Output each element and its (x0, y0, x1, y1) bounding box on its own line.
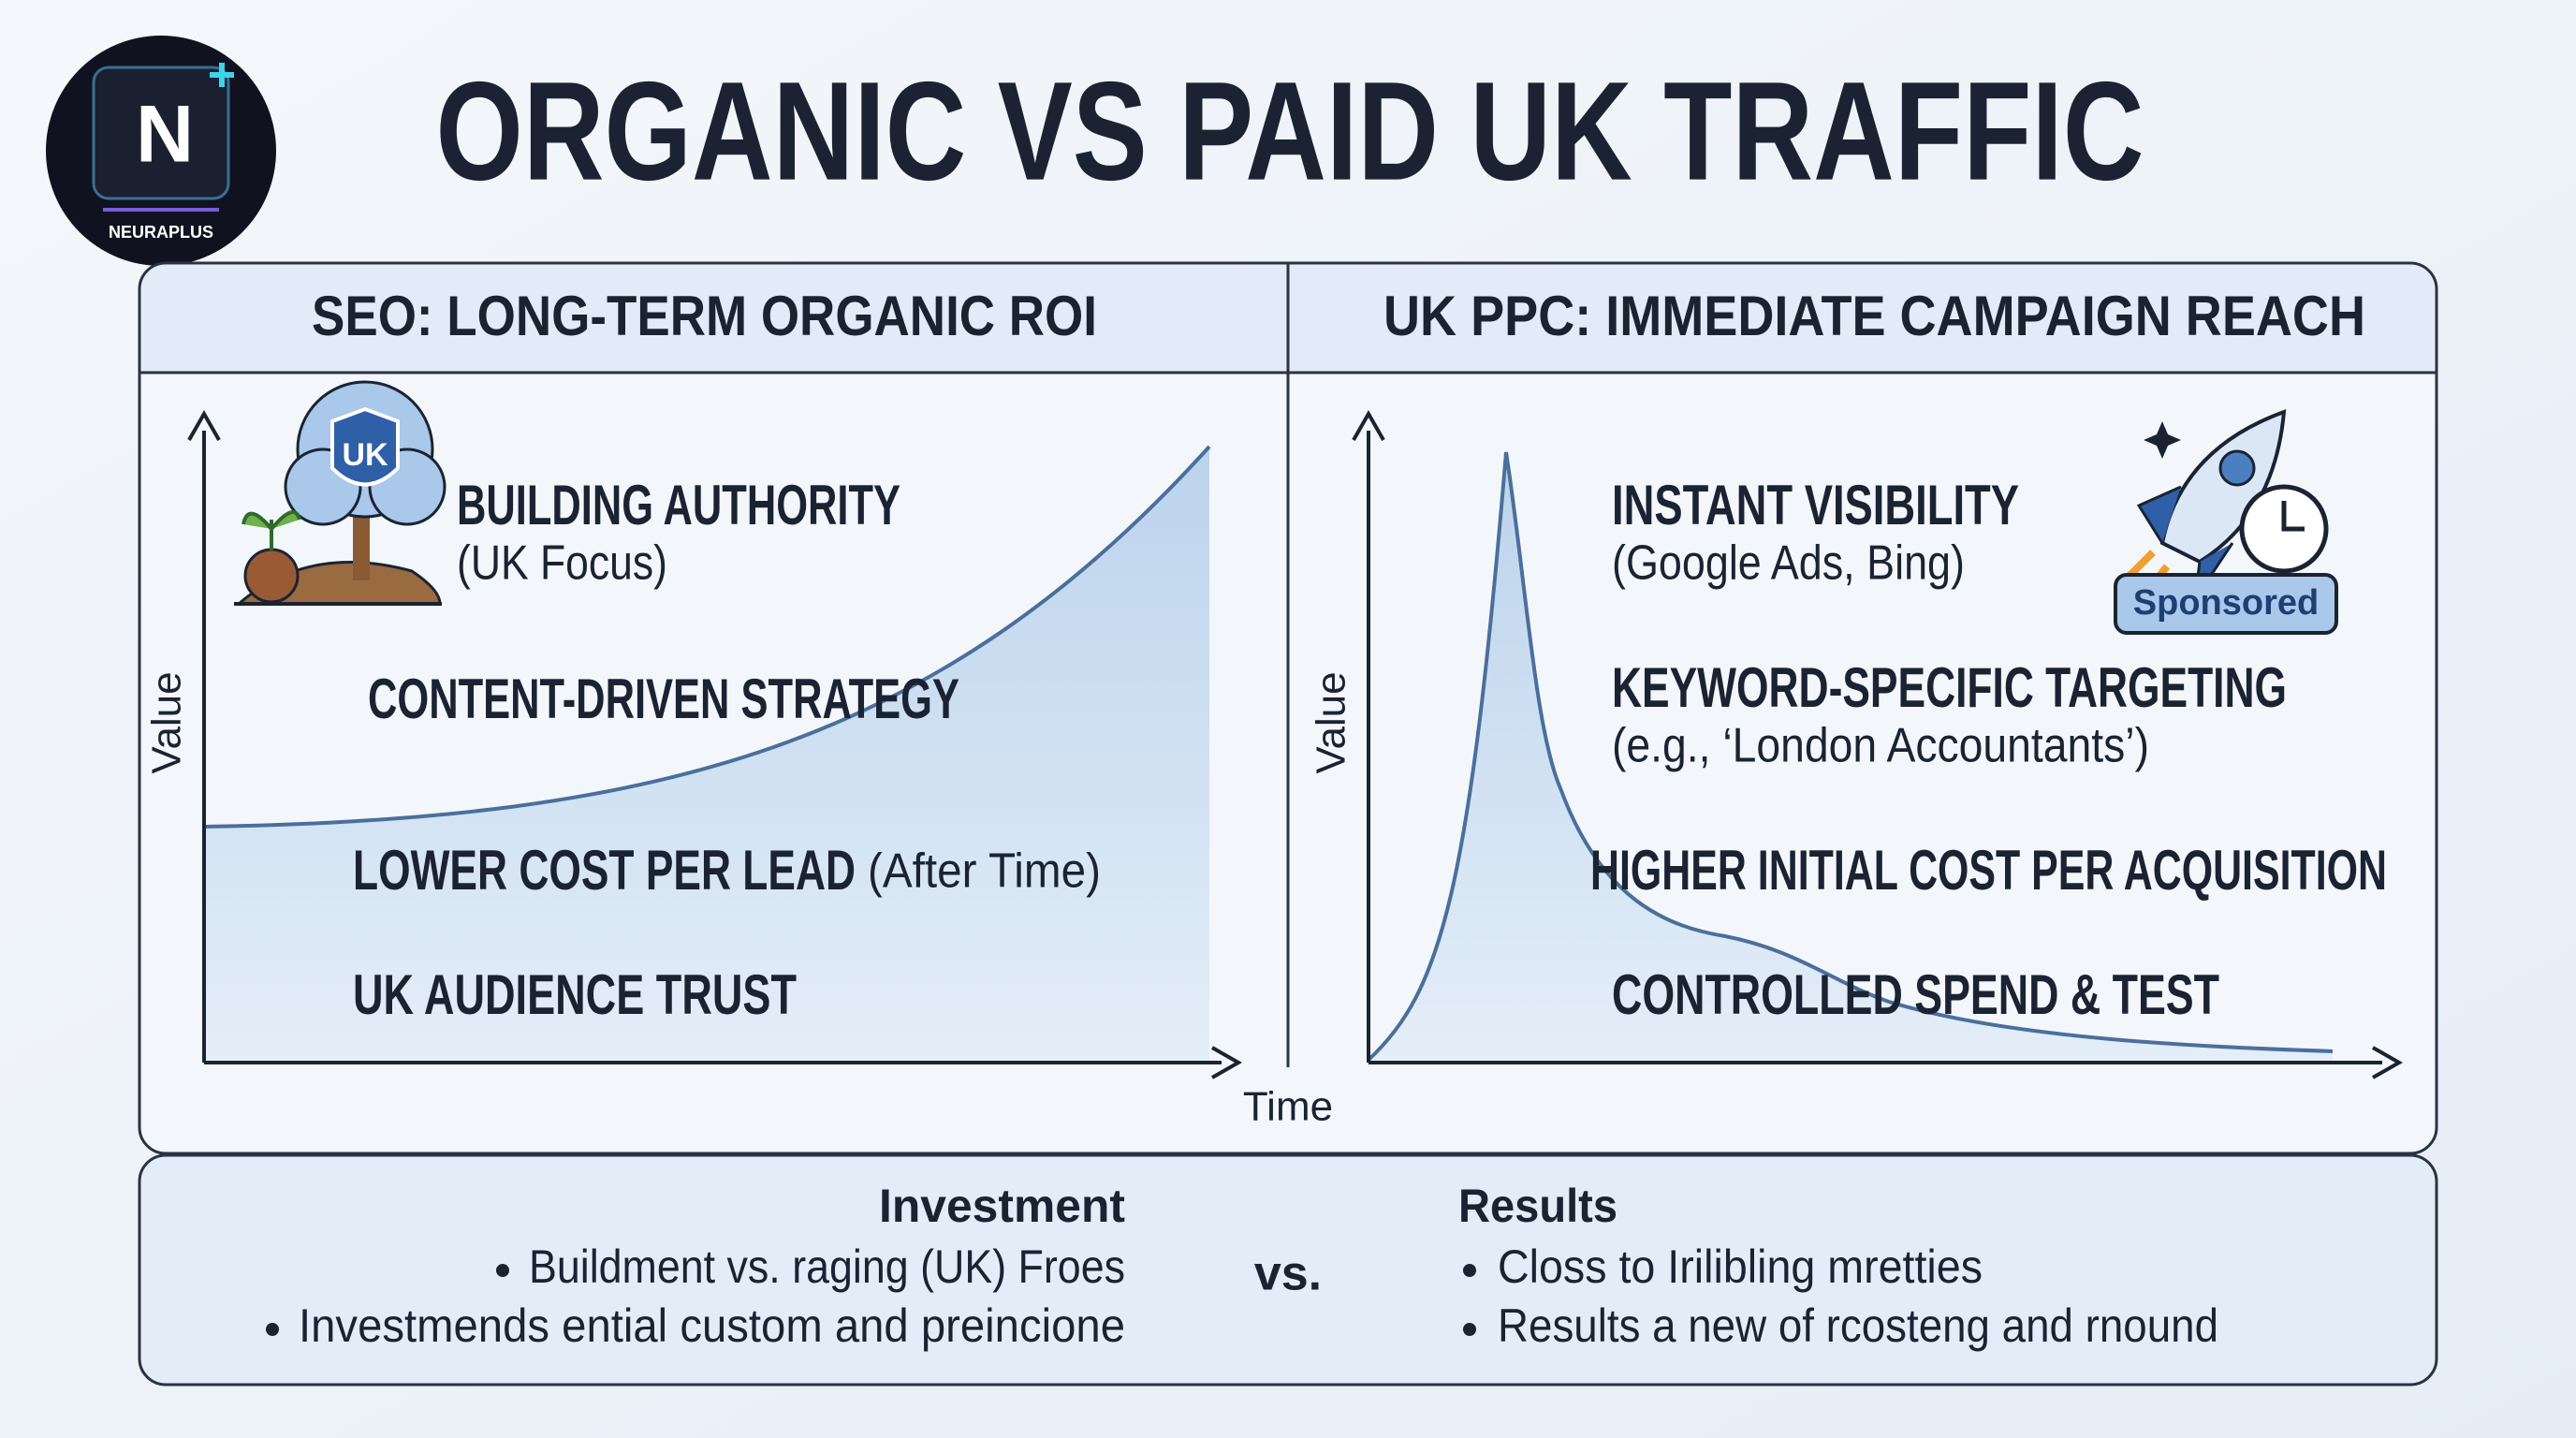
item-label: INSTANT VISIBILITY (1612, 474, 2019, 536)
bullet (266, 1323, 279, 1336)
footer-bullet: Investmends ential custom and preincione (299, 1299, 1125, 1352)
axes (187, 409, 1243, 1079)
badge-text: Sponsored (2133, 583, 2319, 623)
badge-text: UK (342, 437, 388, 473)
item-label: CONTENT-DRIVEN STRATEGY (368, 668, 959, 730)
footer-box (138, 1153, 2438, 1387)
footer-title: Investment (879, 1180, 1125, 1232)
bullet (496, 1264, 509, 1277)
item-label: UK AUDIENCE TRUST (353, 963, 797, 1026)
item-label: KEYWORD-SPECIFIC TARGETING (1612, 656, 2287, 719)
axes (1352, 409, 2404, 1079)
bullet (1463, 1264, 1476, 1277)
y-axis-label: Value (1309, 671, 1354, 773)
uk-tree-icon: UK (234, 380, 446, 606)
item-note: (After Time) (868, 844, 1101, 899)
x-axis-label: Time (1243, 1084, 1333, 1130)
footer-bullet: Results a new of rcosteng and rnound (1498, 1299, 2218, 1352)
title: ORGANIC VS PAID UK TRAFFIC (436, 52, 2144, 210)
item-label: CONTROLLED SPEND & TEST (1612, 963, 2219, 1026)
footer-title: Results (1458, 1180, 1617, 1232)
seo-area (204, 447, 1209, 1063)
item-label: BUILDING AUTHORITY (457, 474, 900, 536)
item-note: (Google Ads, Bing) (1612, 536, 1965, 591)
item-note: (e.g., ‘London Accountants’) (1612, 719, 2149, 773)
footer-bullet: Buildment vs. raging (UK) Froes (529, 1240, 1125, 1293)
ppc-curve (1367, 451, 2334, 1062)
logo: N NEURAPLUS (46, 36, 276, 266)
panel-title: UK PPC: IMMEDIATE CAMPAIGN REACH (1383, 285, 2365, 347)
panel-title: SEO: LONG-TERM ORGANIC ROI (312, 285, 1097, 347)
item-label: HIGHER INITIAL COST PER ACQUISITION (1590, 839, 2387, 902)
item-note: (UK Focus) (457, 536, 667, 591)
separator: vs. (1254, 1247, 1322, 1301)
bullet (1463, 1323, 1476, 1336)
ppc-area (1368, 452, 2333, 1063)
rocket-icon: Sponsored (2114, 409, 2338, 635)
y-axis-label: Value (144, 671, 190, 773)
item-label: LOWER COST PER LEAD (353, 839, 856, 902)
footer-bullet: Closs to Irilibling mretties (1498, 1240, 1983, 1293)
seo-curve (203, 445, 1211, 829)
logo-letter: N (136, 90, 194, 180)
logo-name: NEURAPLUS (109, 223, 213, 242)
